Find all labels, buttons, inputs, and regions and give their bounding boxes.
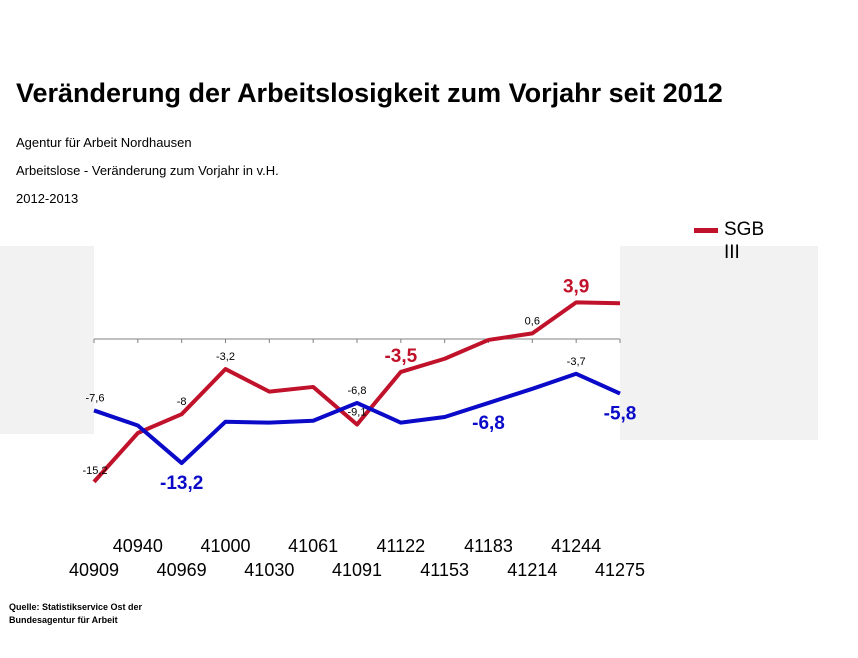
data-label: 3,9 [563, 276, 589, 297]
x-tick-label: 40969 [157, 560, 207, 580]
data-label: -6,8 [348, 385, 367, 397]
plot-background-left [0, 246, 94, 434]
x-tick-label: 41244 [551, 536, 601, 556]
x-tick-label: 41183 [464, 536, 513, 556]
legend-label-sgb-iii: SGB III [724, 219, 765, 263]
x-tick-label: 41275 [595, 560, 645, 580]
data-label: -15,2 [82, 465, 107, 477]
data-label: -3,7 [567, 356, 586, 368]
x-tick-label: 41091 [332, 560, 382, 580]
data-label: -7,6 [86, 392, 105, 404]
plot-background-right [620, 246, 818, 440]
source-note: Quelle: Statistikservice Ost der Bundesa… [9, 602, 143, 625]
x-tick-label: 41000 [200, 536, 250, 556]
subtitle-measure: Arbeitslose - Veränderung zum Vorjahr in… [16, 163, 279, 178]
x-tick-label: 41030 [244, 560, 294, 580]
x-tick-label: 41153 [420, 560, 469, 580]
x-tick-label: 41122 [376, 536, 425, 556]
data-label: -5,8 [604, 404, 637, 425]
data-label: -3,5 [384, 346, 417, 367]
subtitle-period: 2012-2013 [16, 191, 79, 206]
x-tick-label: 40909 [69, 560, 119, 580]
data-label: -13,2 [160, 473, 203, 494]
data-label: -8 [177, 396, 187, 408]
chart-title: Veränderung der Arbeitslosigkeit zum Vor… [16, 78, 723, 108]
legend-swatch-sgb-iii [694, 228, 718, 233]
subtitle-agency: Agentur für Arbeit Nordhausen [16, 135, 192, 150]
data-label: -9,1 [348, 407, 367, 419]
data-label: -3,2 [216, 351, 235, 363]
data-label: -6,8 [472, 413, 505, 434]
data-label: 0,6 [525, 315, 540, 327]
x-tick-label: 41214 [507, 560, 557, 580]
legend: SGB III [694, 218, 774, 264]
x-tick-label: 41061 [288, 536, 338, 556]
x-tick-label: 40940 [113, 536, 163, 556]
